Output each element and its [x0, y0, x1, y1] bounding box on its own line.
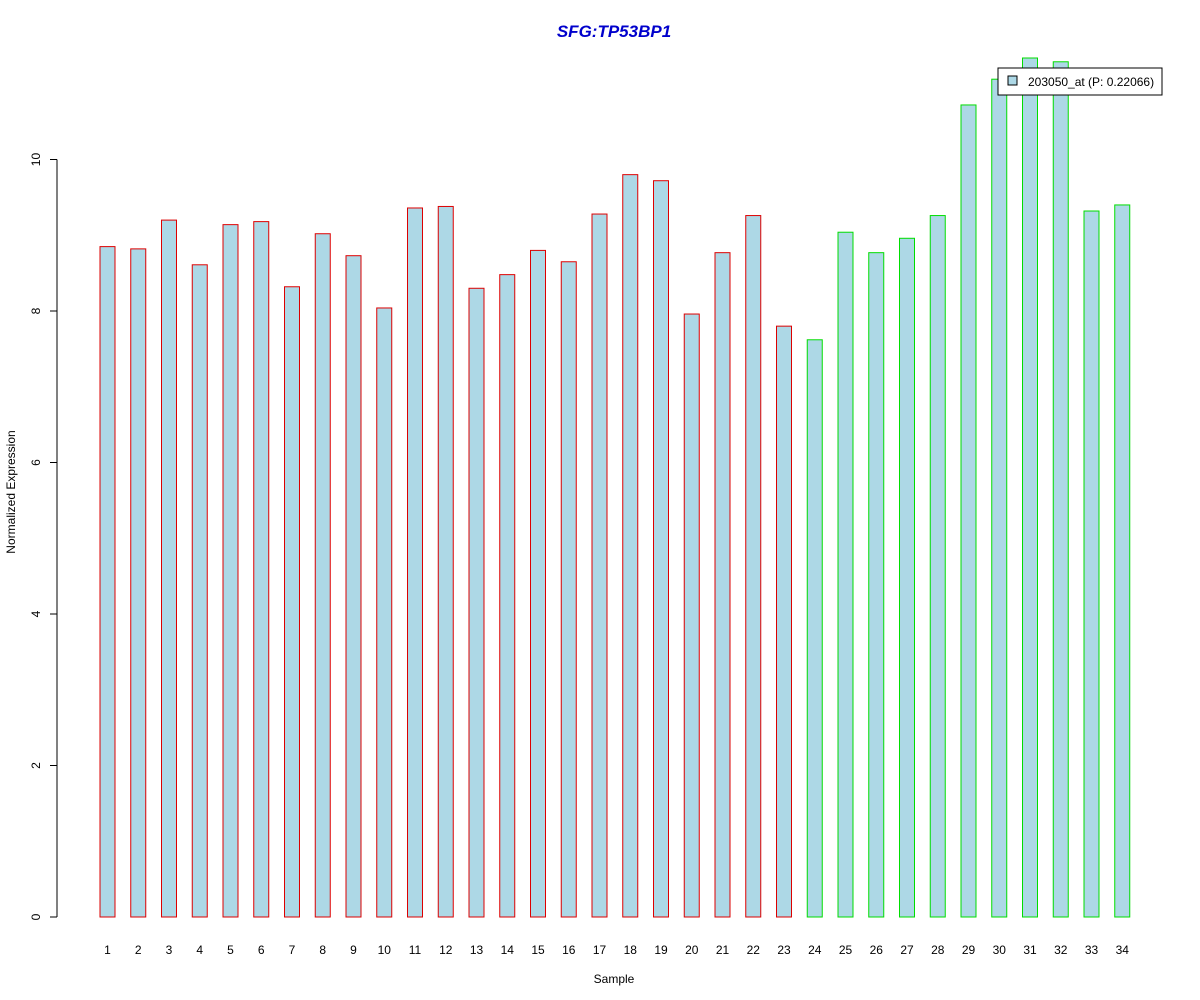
x-tick-label: 20	[685, 943, 699, 957]
bar-28	[929, 215, 946, 918]
x-tick-label: 27	[900, 943, 914, 957]
bar-34	[1114, 204, 1131, 918]
y-axis: 0 2 4 6 8 10	[29, 153, 58, 920]
x-tick-label: 1	[104, 943, 111, 957]
bar-4	[191, 264, 208, 918]
x-tick-label: 12	[439, 943, 453, 957]
bar-26	[868, 252, 885, 918]
x-tick-label: 16	[562, 943, 576, 957]
legend-label: 203050_at (P: 0.22066)	[1028, 75, 1154, 89]
x-tick-label: 32	[1054, 943, 1068, 957]
x-tick-label: 21	[716, 943, 730, 957]
y-tick-label: 6	[29, 459, 43, 466]
x-tick-label: 2	[135, 943, 142, 957]
bar-29	[960, 104, 977, 918]
bar-22	[745, 215, 762, 918]
bar-25	[837, 231, 854, 918]
y-tick-label: 10	[29, 153, 43, 167]
x-tick-label: 9	[350, 943, 357, 957]
x-tick-label: 25	[839, 943, 853, 957]
y-tick-label: 4	[29, 610, 43, 617]
bar-5	[222, 224, 239, 918]
x-tick-label: 22	[747, 943, 761, 957]
bar-6	[253, 221, 270, 918]
bar-12	[437, 205, 454, 918]
bar-19	[653, 180, 669, 918]
x-tick-label: 13	[470, 943, 484, 957]
x-tick-label: 6	[258, 943, 265, 957]
x-tick-label: 17	[593, 943, 607, 957]
x-tick-label: 8	[319, 943, 326, 957]
x-axis-label: Sample	[594, 972, 635, 986]
bar-27	[899, 237, 915, 918]
x-axis: 1 2 3 4 5 6 7 8 9 10 11 12 13 14 15 16 17 18 19 20 21 22 23 24 2…	[104, 943, 1129, 957]
x-tick-label: 24	[808, 943, 822, 957]
bars	[99, 57, 1131, 918]
y-tick-label: 0	[29, 913, 43, 920]
bar-14	[499, 274, 516, 918]
x-tick-label: 30	[993, 943, 1007, 957]
x-tick-label: 14	[501, 943, 515, 957]
y-tick-label: 8	[29, 307, 43, 314]
x-tick-label: 29	[962, 943, 976, 957]
x-tick-label: 26	[870, 943, 884, 957]
chart-title: SFG:TP53BP1	[557, 22, 671, 41]
x-tick-label: 33	[1085, 943, 1099, 957]
bar-10	[376, 307, 393, 918]
bar-17	[591, 213, 608, 918]
x-tick-label: 15	[531, 943, 545, 957]
bar-32	[1052, 61, 1069, 918]
bar-8	[314, 233, 331, 918]
bar-21	[714, 252, 731, 918]
x-tick-label: 10	[378, 943, 392, 957]
bar-2	[130, 248, 147, 918]
x-tick-label: 31	[1023, 943, 1037, 957]
bar-7	[284, 286, 300, 918]
bar-33	[1083, 210, 1100, 918]
bar-31	[1022, 57, 1038, 918]
y-tick-label: 2	[29, 762, 43, 769]
x-tick-label: 3	[166, 943, 173, 957]
x-tick-label: 18	[624, 943, 638, 957]
x-tick-label: 34	[1116, 943, 1130, 957]
x-tick-label: 5	[227, 943, 234, 957]
x-tick-label: 7	[289, 943, 296, 957]
y-axis-label: Normalized Expression	[4, 430, 18, 553]
bar-18	[622, 174, 639, 918]
bar-23	[776, 325, 792, 918]
bar-16	[560, 261, 577, 918]
bar-30	[991, 78, 1008, 918]
bar-9	[345, 255, 362, 918]
legend-swatch	[1007, 75, 1018, 86]
x-tick-label: 19	[654, 943, 668, 957]
x-tick-label: 23	[777, 943, 791, 957]
bar-3	[161, 219, 177, 918]
x-tick-label: 4	[196, 943, 203, 957]
legend: 203050_at (P: 0.22066)	[997, 67, 1163, 96]
legend-box	[997, 67, 1163, 96]
bar-11	[407, 207, 423, 918]
bar-15	[530, 249, 546, 918]
x-tick-label: 28	[931, 943, 945, 957]
bar-24	[806, 339, 823, 918]
bar-20	[683, 313, 700, 918]
bar-13	[468, 287, 485, 918]
x-tick-label: 11	[409, 943, 422, 957]
bar-1	[99, 246, 116, 918]
